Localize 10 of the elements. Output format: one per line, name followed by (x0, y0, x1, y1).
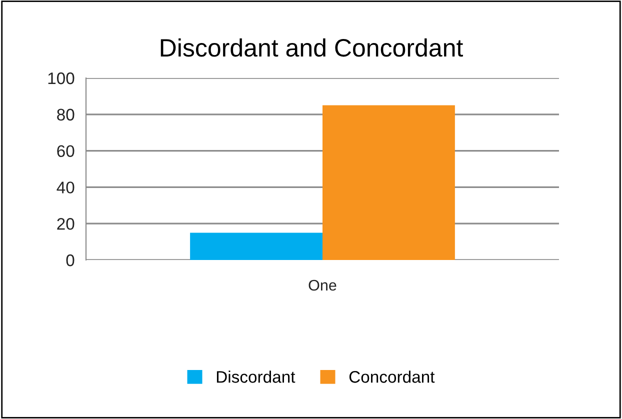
y-tick-label: 20 (57, 218, 74, 230)
chart-title: Discordant and Concordant (160, 38, 463, 57)
y-tick-label: 60 (57, 145, 74, 158)
y-tick-label: 40 (56, 182, 74, 194)
y-tick-label: 80 (57, 108, 74, 121)
y-tick-label: 100 (48, 72, 74, 84)
x-tick-label: One (308, 280, 336, 291)
legend-label: Discordant (216, 370, 296, 383)
y-tick-label: 0 (66, 254, 74, 266)
legend-label: Concordant (349, 370, 435, 383)
